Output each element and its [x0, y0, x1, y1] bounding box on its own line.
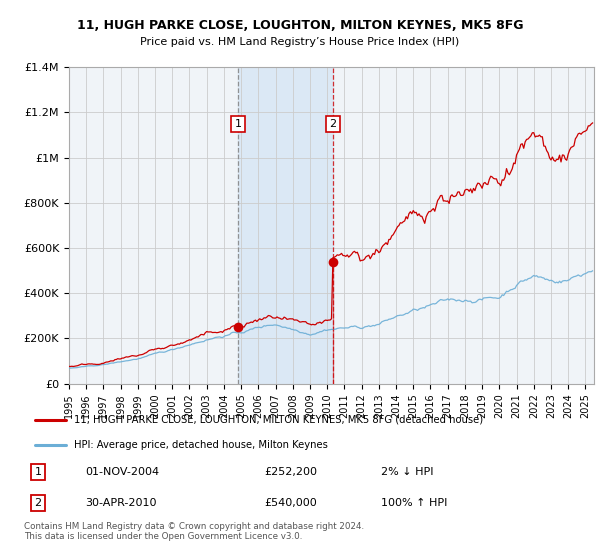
Text: 2% ↓ HPI: 2% ↓ HPI	[381, 467, 434, 477]
Text: 11, HUGH PARKE CLOSE, LOUGHTON, MILTON KEYNES, MK5 8FG: 11, HUGH PARKE CLOSE, LOUGHTON, MILTON K…	[77, 18, 523, 32]
Text: HPI: Average price, detached house, Milton Keynes: HPI: Average price, detached house, Milt…	[74, 440, 328, 450]
Text: £252,200: £252,200	[264, 467, 317, 477]
Text: 2: 2	[34, 498, 41, 508]
Text: Price paid vs. HM Land Registry’s House Price Index (HPI): Price paid vs. HM Land Registry’s House …	[140, 37, 460, 47]
Text: 100% ↑ HPI: 100% ↑ HPI	[381, 498, 448, 508]
Text: 2: 2	[329, 119, 337, 129]
Text: 01-NOV-2004: 01-NOV-2004	[85, 467, 160, 477]
Text: Contains HM Land Registry data © Crown copyright and database right 2024.
This d: Contains HM Land Registry data © Crown c…	[24, 522, 364, 542]
Text: 11, HUGH PARKE CLOSE, LOUGHTON, MILTON KEYNES, MK5 8FG (detached house): 11, HUGH PARKE CLOSE, LOUGHTON, MILTON K…	[74, 414, 484, 424]
Text: 1: 1	[235, 119, 242, 129]
Text: 30-APR-2010: 30-APR-2010	[85, 498, 157, 508]
Bar	[238, 67, 333, 384]
Text: 1: 1	[34, 467, 41, 477]
Text: £540,000: £540,000	[264, 498, 317, 508]
